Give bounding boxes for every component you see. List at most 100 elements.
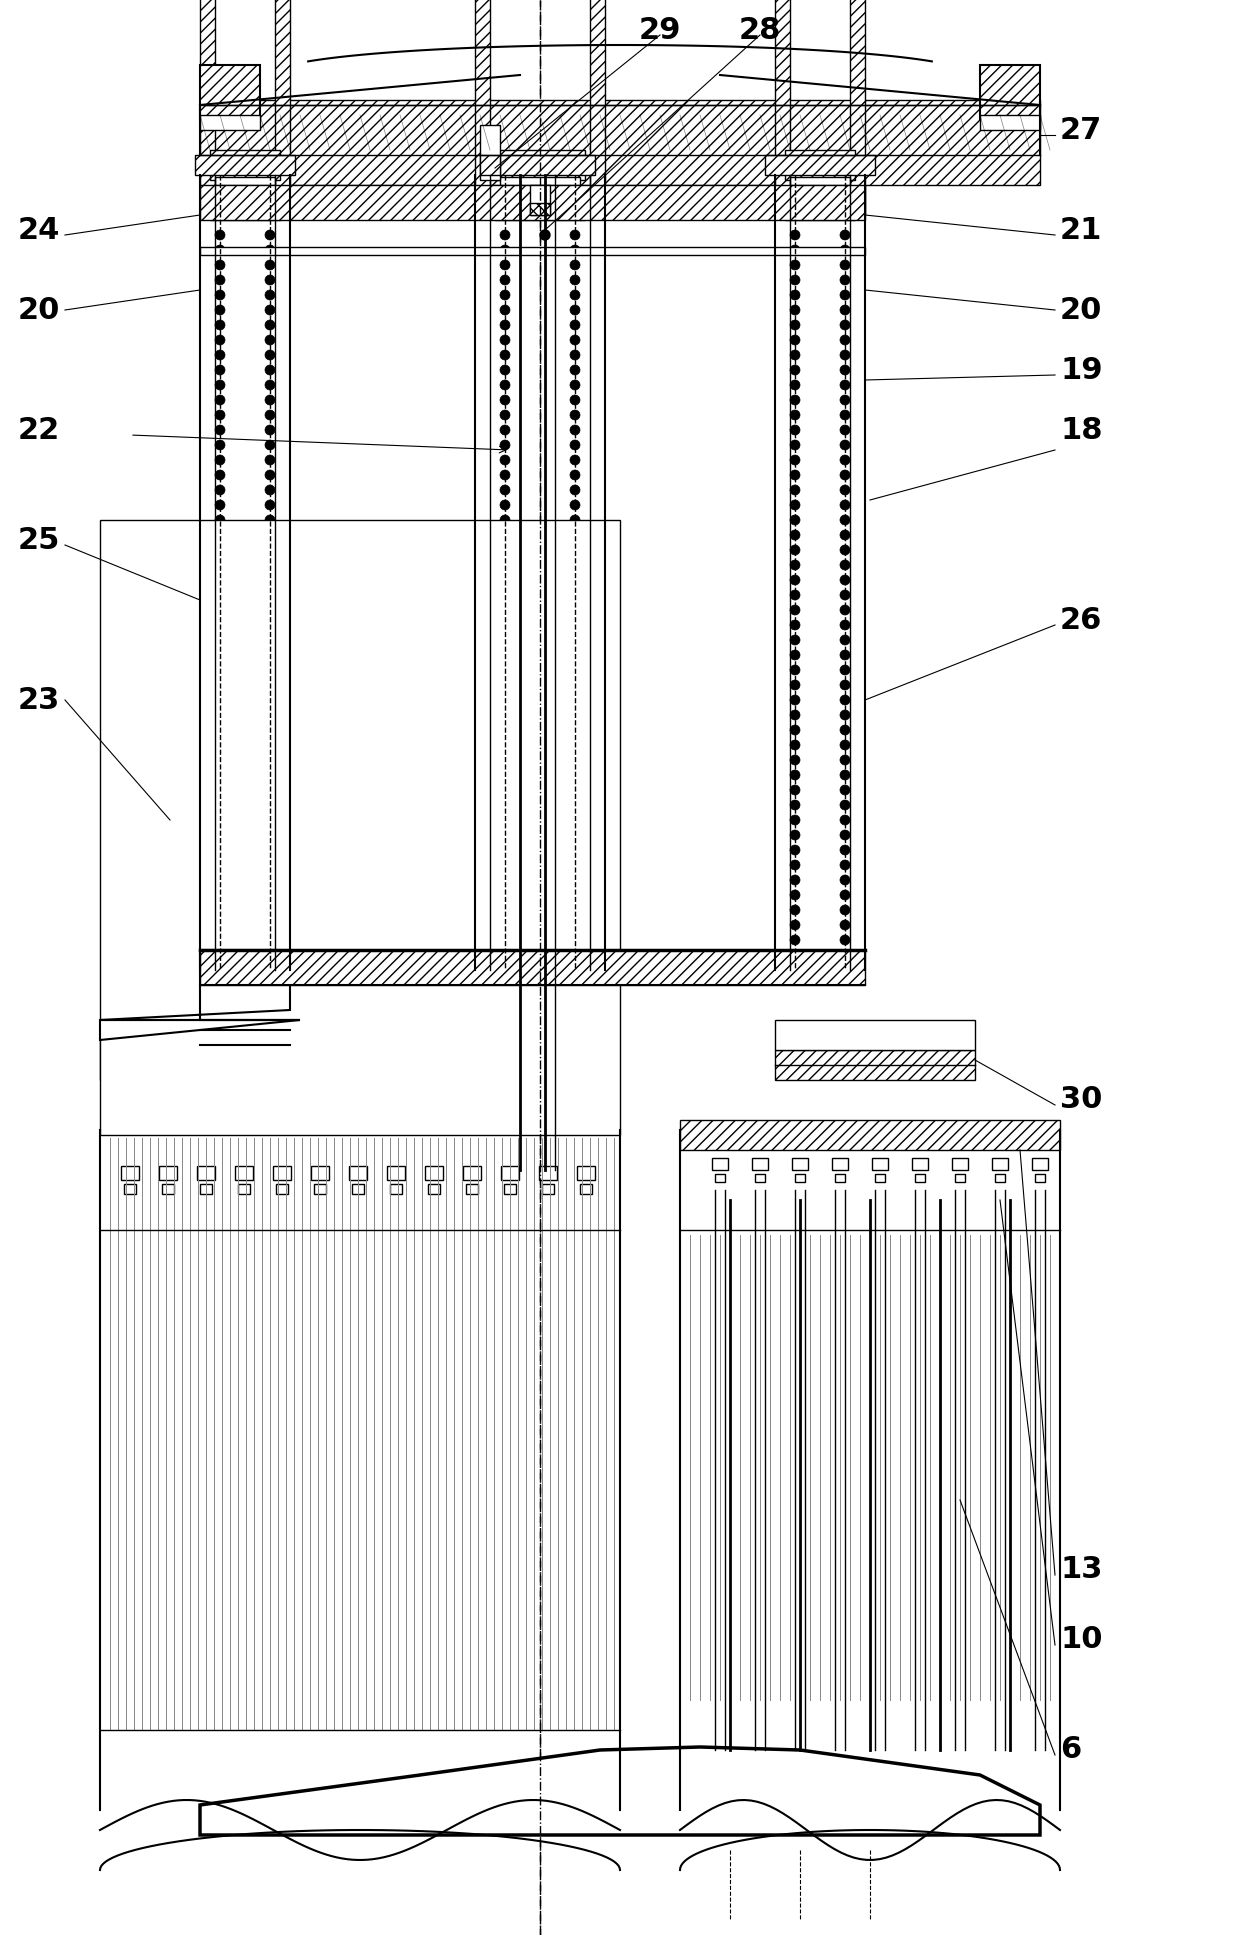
Circle shape bbox=[500, 635, 510, 644]
Circle shape bbox=[265, 679, 275, 691]
Circle shape bbox=[839, 919, 849, 931]
Circle shape bbox=[265, 666, 275, 675]
Circle shape bbox=[570, 319, 580, 331]
Circle shape bbox=[570, 546, 580, 555]
Circle shape bbox=[500, 499, 510, 511]
Circle shape bbox=[570, 890, 580, 900]
Polygon shape bbox=[100, 950, 300, 1039]
Circle shape bbox=[570, 875, 580, 884]
Circle shape bbox=[839, 470, 849, 480]
Circle shape bbox=[500, 619, 510, 631]
Polygon shape bbox=[765, 155, 875, 174]
Polygon shape bbox=[872, 1157, 888, 1171]
Circle shape bbox=[500, 259, 510, 271]
Text: 13: 13 bbox=[1060, 1556, 1102, 1585]
Circle shape bbox=[570, 650, 580, 660]
Circle shape bbox=[500, 859, 510, 871]
Circle shape bbox=[790, 290, 800, 300]
Circle shape bbox=[570, 830, 580, 840]
Circle shape bbox=[265, 426, 275, 435]
Text: 20: 20 bbox=[1060, 296, 1102, 325]
Circle shape bbox=[570, 726, 580, 735]
Circle shape bbox=[570, 575, 580, 584]
Polygon shape bbox=[200, 101, 1040, 186]
Circle shape bbox=[570, 786, 580, 795]
Polygon shape bbox=[200, 1747, 1040, 1834]
Circle shape bbox=[790, 530, 800, 540]
Circle shape bbox=[500, 770, 510, 780]
Circle shape bbox=[215, 666, 224, 675]
Circle shape bbox=[790, 246, 800, 255]
Circle shape bbox=[790, 666, 800, 675]
Circle shape bbox=[839, 755, 849, 764]
Text: 25: 25 bbox=[17, 526, 60, 555]
Circle shape bbox=[500, 650, 510, 660]
Circle shape bbox=[500, 786, 510, 795]
Polygon shape bbox=[215, 176, 275, 186]
Circle shape bbox=[500, 935, 510, 944]
Polygon shape bbox=[911, 1157, 928, 1171]
Circle shape bbox=[500, 799, 510, 811]
Circle shape bbox=[839, 590, 849, 600]
Circle shape bbox=[500, 379, 510, 391]
Circle shape bbox=[265, 890, 275, 900]
Polygon shape bbox=[980, 114, 1040, 130]
Circle shape bbox=[265, 739, 275, 751]
Circle shape bbox=[839, 635, 849, 644]
Circle shape bbox=[790, 230, 800, 240]
Polygon shape bbox=[348, 1167, 367, 1180]
Circle shape bbox=[265, 695, 275, 704]
Polygon shape bbox=[122, 1167, 139, 1180]
Circle shape bbox=[215, 846, 224, 855]
Polygon shape bbox=[425, 1167, 443, 1180]
Circle shape bbox=[215, 679, 224, 691]
Circle shape bbox=[215, 695, 224, 704]
Circle shape bbox=[790, 770, 800, 780]
Circle shape bbox=[839, 906, 849, 915]
Circle shape bbox=[265, 619, 275, 631]
Polygon shape bbox=[195, 155, 295, 174]
Circle shape bbox=[570, 486, 580, 495]
Circle shape bbox=[500, 319, 510, 331]
Circle shape bbox=[215, 650, 224, 660]
Circle shape bbox=[839, 650, 849, 660]
Polygon shape bbox=[238, 1184, 250, 1194]
Circle shape bbox=[839, 546, 849, 555]
Circle shape bbox=[265, 559, 275, 571]
Circle shape bbox=[500, 575, 510, 584]
Polygon shape bbox=[775, 1051, 975, 1080]
Circle shape bbox=[570, 666, 580, 675]
Text: 24: 24 bbox=[17, 215, 60, 244]
Circle shape bbox=[215, 275, 224, 284]
Circle shape bbox=[570, 426, 580, 435]
Polygon shape bbox=[100, 1055, 520, 1080]
Circle shape bbox=[500, 515, 510, 524]
Circle shape bbox=[839, 335, 849, 344]
Circle shape bbox=[215, 919, 224, 931]
Circle shape bbox=[215, 246, 224, 255]
Polygon shape bbox=[712, 1157, 728, 1171]
Circle shape bbox=[500, 815, 510, 824]
Circle shape bbox=[265, 259, 275, 271]
Text: 26: 26 bbox=[1060, 606, 1102, 635]
Polygon shape bbox=[480, 155, 500, 174]
Circle shape bbox=[215, 770, 224, 780]
Circle shape bbox=[500, 830, 510, 840]
Circle shape bbox=[790, 306, 800, 315]
Circle shape bbox=[790, 726, 800, 735]
Circle shape bbox=[790, 906, 800, 915]
Polygon shape bbox=[529, 203, 551, 215]
Circle shape bbox=[500, 470, 510, 480]
Circle shape bbox=[500, 890, 510, 900]
Polygon shape bbox=[495, 151, 585, 180]
Circle shape bbox=[265, 546, 275, 555]
Polygon shape bbox=[835, 1175, 844, 1182]
Polygon shape bbox=[314, 1184, 326, 1194]
Polygon shape bbox=[980, 66, 1040, 120]
Circle shape bbox=[500, 919, 510, 931]
Circle shape bbox=[570, 499, 580, 511]
Circle shape bbox=[570, 770, 580, 780]
Circle shape bbox=[265, 366, 275, 375]
Circle shape bbox=[500, 590, 510, 600]
Circle shape bbox=[265, 499, 275, 511]
